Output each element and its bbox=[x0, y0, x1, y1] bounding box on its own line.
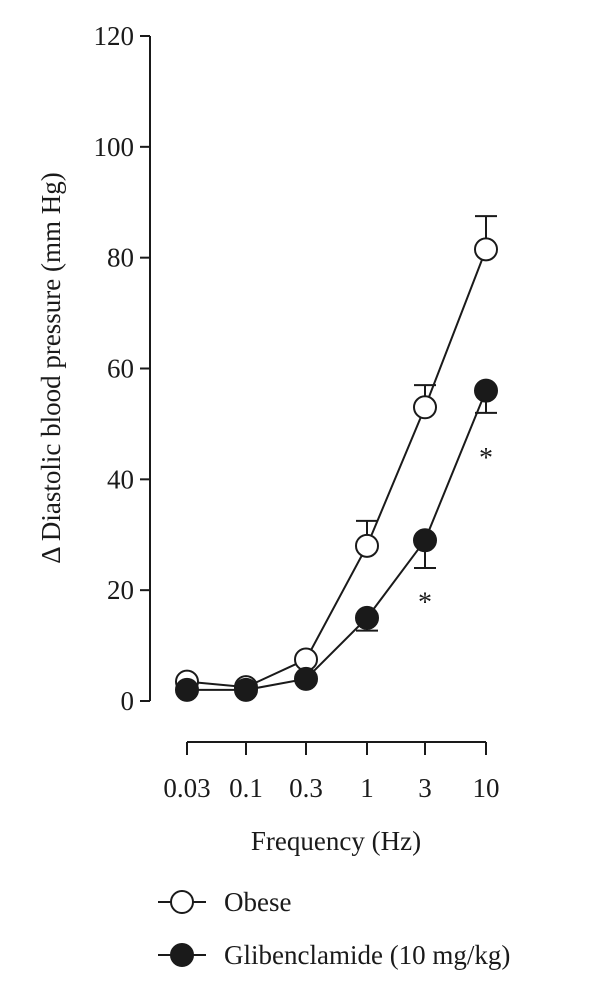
legend-marker bbox=[170, 890, 194, 914]
x-tick-label: 0.1 bbox=[229, 773, 263, 803]
x-tick-label: 3 bbox=[418, 773, 432, 803]
y-tick-label: 40 bbox=[107, 464, 134, 494]
series-line bbox=[186, 248, 487, 689]
data-point bbox=[355, 605, 379, 630]
data-point bbox=[234, 677, 258, 702]
x-axis-ticks: 0.03 0.1 0.3 1 3 10 bbox=[163, 742, 500, 803]
legend-label: Glibenclamide (10 mg/kg) bbox=[224, 940, 510, 970]
significance-mark: * bbox=[479, 443, 493, 474]
legend-marker bbox=[170, 943, 194, 967]
y-tick-label: 120 bbox=[94, 21, 135, 51]
legend: Obese Glibenclamide (10 mg/kg) bbox=[158, 887, 510, 970]
data-point bbox=[474, 237, 498, 262]
x-tick-label: 10 bbox=[473, 773, 500, 803]
plot-area: ** bbox=[175, 215, 498, 702]
x-tick-label: 0.3 bbox=[289, 773, 323, 803]
y-tick-label: 20 bbox=[107, 575, 134, 605]
series-line bbox=[187, 390, 487, 691]
data-point bbox=[474, 378, 498, 403]
data-point bbox=[413, 528, 437, 553]
series-glibenclamide bbox=[175, 378, 498, 702]
x-tick-label: 1 bbox=[360, 773, 374, 803]
data-point bbox=[175, 677, 199, 702]
significance-mark: * bbox=[418, 587, 432, 618]
legend-item-obese: Obese bbox=[158, 887, 291, 917]
legend-label: Obese bbox=[224, 887, 291, 917]
y-tick-label: 100 bbox=[94, 132, 135, 162]
y-tick-label: 0 bbox=[121, 686, 135, 716]
x-tick-label: 0.03 bbox=[163, 773, 210, 803]
y-axis-ticks: 0 20 40 60 80 100 120 bbox=[94, 21, 150, 716]
y-axis-title: Δ Diastolic blood pressure (mm Hg) bbox=[36, 172, 66, 564]
data-point bbox=[294, 666, 318, 691]
y-tick-label: 80 bbox=[107, 243, 134, 273]
data-point bbox=[355, 533, 379, 558]
legend-item-glibenclamide: Glibenclamide (10 mg/kg) bbox=[158, 940, 510, 970]
x-axis-title: Frequency (Hz) bbox=[251, 826, 421, 856]
series-obese bbox=[175, 215, 498, 700]
data-point bbox=[413, 395, 437, 420]
y-tick-label: 60 bbox=[107, 354, 134, 384]
